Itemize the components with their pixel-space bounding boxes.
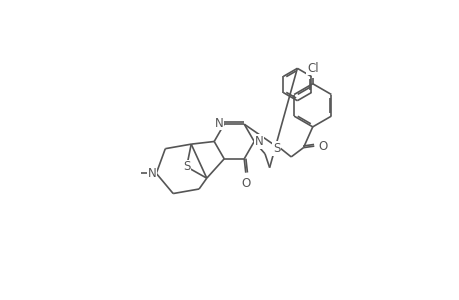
Text: S: S — [183, 160, 190, 173]
Text: O: O — [318, 140, 327, 153]
Text: N: N — [254, 135, 263, 148]
Text: S: S — [272, 142, 280, 155]
Text: O: O — [241, 176, 250, 190]
Text: N: N — [147, 167, 156, 180]
Text: Cl: Cl — [306, 61, 318, 74]
Text: N: N — [214, 117, 223, 130]
